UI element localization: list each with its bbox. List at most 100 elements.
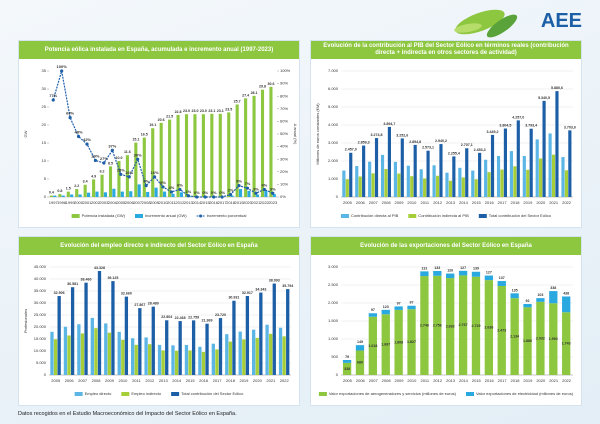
y-tick-label: 20 <box>42 122 47 127</box>
data-label: 21.369 <box>202 319 213 323</box>
x-tick-label: 2022 <box>562 378 572 383</box>
data-label: 3.274,8 <box>371 133 383 137</box>
data-label: 1.827 <box>407 340 416 344</box>
bar <box>215 349 219 375</box>
bar <box>87 192 91 197</box>
legend-label: Empleo directo <box>85 391 112 396</box>
bar <box>523 307 532 375</box>
bar <box>61 195 65 197</box>
x-tick-label: 2021 <box>266 378 276 383</box>
y2-tick-label: 90% <box>280 81 288 86</box>
legend-item: Valor exportaciones de aerogeneradores y… <box>318 391 457 396</box>
x-tick-label: 2020 <box>536 378 546 383</box>
y2-tick-label: 70% <box>280 106 288 111</box>
bar <box>371 173 375 197</box>
bar <box>77 324 81 375</box>
data-label: 27.4 <box>242 93 249 97</box>
point <box>271 191 275 195</box>
y-tick-label: 40.000 <box>34 276 47 281</box>
bar <box>282 336 286 375</box>
bar <box>478 152 482 197</box>
legend-label: Valor exportaciones de electricidad (mil… <box>476 391 574 396</box>
bar <box>58 194 62 197</box>
bar <box>70 287 75 375</box>
bar <box>562 296 571 313</box>
data-label: 97 <box>371 308 375 312</box>
bar <box>510 298 519 375</box>
bar <box>134 344 138 375</box>
x-tick-label: 2006 <box>65 378 75 383</box>
bar <box>555 91 559 197</box>
bar <box>211 343 215 375</box>
data-label: 8.5 <box>108 161 113 165</box>
chart-title: Potencia eólica instalada en España, acu… <box>19 41 299 59</box>
bar <box>107 332 112 375</box>
y-tick-label: 0 <box>336 194 339 199</box>
bar <box>269 333 273 375</box>
data-label: 35.794 <box>282 284 293 288</box>
bar <box>83 184 87 197</box>
bar <box>232 300 236 375</box>
data-label: 0% <box>211 190 217 195</box>
bar <box>260 89 265 197</box>
chart: 0 1.000 2.000 3.000 4.000 5.000 6.000 7.000 Mill… <box>315 68 576 218</box>
legend-label: Incremento porcentual <box>207 213 247 218</box>
point <box>178 187 182 192</box>
y-tick-label: 35 <box>42 68 47 73</box>
point <box>127 175 131 179</box>
x-tick-label: 2011 <box>167 200 176 205</box>
x-tick-label: 2015 <box>186 378 196 383</box>
bar <box>561 157 565 197</box>
data-label: 22.8 <box>175 110 182 114</box>
legend-swatch <box>121 392 130 396</box>
bar <box>134 142 138 197</box>
bar <box>458 270 468 276</box>
data-label: 4.257,0 <box>512 115 524 119</box>
data-label: 32.917 <box>242 291 253 295</box>
data-label: 0.4 <box>49 191 54 195</box>
bar <box>342 362 352 375</box>
legend-label: Potencia instalada (GW) <box>82 213 126 218</box>
y-tick-label: 15.000 <box>34 336 47 341</box>
data-label: 0.8 <box>57 189 62 193</box>
data-label: 4.9 <box>91 174 96 178</box>
bar <box>542 100 546 197</box>
data-label: 16% <box>125 170 133 175</box>
x-tick-label: 2005 <box>116 200 126 205</box>
bar <box>117 331 121 375</box>
x-tick-label: 2015 <box>201 200 211 205</box>
y-tick-label: 0 <box>44 372 47 377</box>
bar <box>452 156 456 197</box>
bar <box>529 128 533 197</box>
point <box>262 187 266 192</box>
data-label: 680 <box>357 361 363 365</box>
data-label: 1.5 <box>66 187 71 191</box>
x-tick-label: 2005 <box>51 378 61 383</box>
bar <box>490 134 495 197</box>
legend-swatch <box>171 392 180 396</box>
point <box>152 175 157 179</box>
x-tick-label: 2019 <box>239 378 249 383</box>
footer-note: Datos recogidos en el Estudio Macroeconó… <box>18 411 237 417</box>
y2-tick-label: 100% <box>280 68 291 73</box>
x-tick-label: 2022 <box>280 378 290 383</box>
bar <box>522 155 526 197</box>
bar <box>446 273 455 279</box>
bar <box>244 98 248 197</box>
data-label: 79 <box>345 355 349 359</box>
bar <box>387 126 391 197</box>
bar <box>259 292 263 375</box>
legend-swatch <box>71 214 80 218</box>
legend-swatch <box>134 214 143 218</box>
bar <box>171 193 175 197</box>
bar <box>510 293 519 299</box>
point <box>136 157 140 161</box>
data-label: 34.343 <box>255 288 266 292</box>
data-label: 27% <box>100 156 108 161</box>
y-tick-label: 0 <box>336 372 339 377</box>
data-label: 438 <box>563 291 569 295</box>
bar <box>188 196 192 197</box>
bar <box>94 328 98 375</box>
bar <box>536 301 545 375</box>
x-tick-label: 2001 <box>83 200 93 205</box>
